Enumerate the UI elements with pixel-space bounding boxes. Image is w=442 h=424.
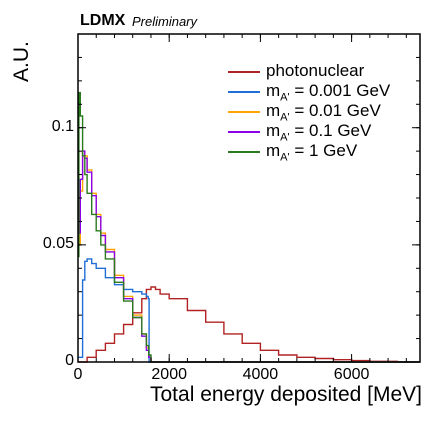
legend-swatch — [228, 131, 260, 133]
legend-label-main: m — [266, 101, 281, 120]
legend-label: photonuclear — [266, 61, 364, 81]
legend-label-main: photonuclear — [266, 61, 365, 80]
legend-swatch — [228, 111, 260, 113]
legend-swatch — [228, 91, 260, 93]
series-line-3 — [78, 150, 420, 363]
plot-frame — [77, 33, 421, 363]
series-layer — [78, 91, 420, 363]
legend-label-subscript: A' — [280, 151, 290, 164]
legend-swatch — [228, 71, 260, 73]
legend-label-main: m — [266, 81, 281, 100]
legend-label-main: m — [266, 141, 281, 160]
experiment-label: LDMX — [80, 12, 126, 29]
legend-label: mA' = 1 GeV — [266, 141, 357, 163]
legend-label-subscript: A' — [280, 131, 290, 144]
legend-label-rest: = 0.1 GeV — [289, 121, 372, 140]
x-tick-label: 0 — [73, 366, 83, 383]
legend-swatch — [228, 151, 260, 153]
series-line-2 — [78, 150, 420, 363]
legend-label-rest: = 0.01 GeV — [289, 101, 381, 120]
x-tick-label: 6000 — [333, 366, 370, 383]
legend-label: mA' = 0.1 GeV — [266, 121, 371, 143]
series-line-1 — [78, 258, 420, 363]
legend-label-subscript: A' — [280, 111, 290, 124]
legend-label: mA' = 0.01 GeV — [266, 101, 381, 123]
legend-label: mA' = 0.001 GeV — [266, 81, 390, 103]
x-tick-label: 4000 — [242, 366, 279, 383]
legend-label-subscript: A' — [280, 91, 290, 104]
legend-label-rest: = 0.001 GeV — [289, 81, 391, 100]
series-line-4 — [78, 91, 420, 363]
series-line-0 — [78, 286, 416, 363]
y-axis-label: A.U. — [10, 41, 33, 82]
y-tick-label: 0.1 — [51, 117, 74, 135]
status-label: Preliminary — [132, 14, 198, 29]
y-tick-label: 0 — [65, 352, 74, 369]
x-tick-label: 2000 — [151, 366, 187, 383]
y-tick-label: 0.05 — [42, 234, 74, 252]
legend-label-rest: = 1 GeV — [289, 141, 358, 160]
legend-label-main: m — [266, 121, 281, 140]
x-axis-label: Total energy deposited [MeV] — [150, 383, 422, 406]
